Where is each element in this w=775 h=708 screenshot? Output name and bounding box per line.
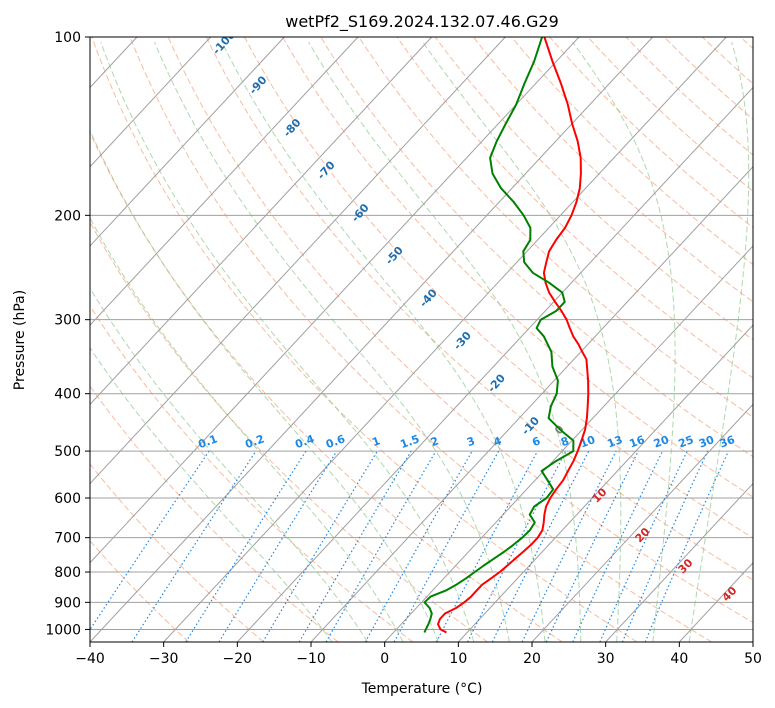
- mixing-ratio-label: 6: [531, 434, 543, 449]
- mixing-ratio-line: [393, 450, 500, 642]
- mixing-ratio-line: [218, 450, 338, 642]
- isotherm-line: [90, 37, 654, 642]
- mixing-ratio-label: 0.6: [324, 432, 347, 451]
- plot-frame: [89, 36, 754, 643]
- mixing-ratio-line: [131, 450, 257, 642]
- dry-adiabat-line: [205, 37, 753, 581]
- mixing-ratio-line: [185, 450, 307, 642]
- mixing-ratio-label: 13: [606, 433, 625, 450]
- y-tick-label: 600: [54, 491, 81, 507]
- y-tick-label: 100: [54, 30, 81, 46]
- mixing-ratio-label: 0.2: [243, 432, 266, 451]
- dry-adiabat-line: [129, 37, 712, 642]
- moist-adiabat-line: [100, 41, 475, 642]
- moist-adiabat-line: [154, 41, 510, 642]
- mixing-ratio-label: 0.4: [293, 432, 316, 451]
- moist-adiabat-line: [90, 287, 369, 642]
- dry-adiabat-line: [90, 131, 563, 642]
- mixing-ratio-label: 36: [718, 433, 737, 451]
- mixing-ratio-label: 30: [697, 433, 716, 451]
- x-tick-label: −10: [296, 651, 326, 667]
- sounding-profile-line: [423, 37, 575, 633]
- moist-adiabat-line: [90, 129, 439, 642]
- moist-adiabat-line: [221, 41, 546, 642]
- x-tick-label: 50: [744, 651, 762, 667]
- moist-adiabat-line: [90, 216, 404, 642]
- mixing-ratio-label: 3: [465, 434, 477, 449]
- x-tick-label: −30: [149, 651, 179, 667]
- dry-adiabat-line: [434, 37, 753, 341]
- isotherm-line: [531, 403, 753, 642]
- mixing-ratio-line: [644, 450, 729, 642]
- mixing-ratio-line: [521, 450, 617, 642]
- mixing-ratio-label: 1.5: [399, 432, 422, 451]
- x-tick-label: −20: [223, 651, 253, 667]
- x-tick-label: 40: [670, 651, 688, 667]
- isotherm-line: [90, 37, 506, 485]
- y-tick-label: 500: [54, 444, 81, 460]
- moist-adiabat-line: [90, 346, 333, 642]
- isotherm-line: [90, 37, 359, 326]
- dry-adiabat-line: [90, 463, 264, 642]
- y-tick-label: 800: [54, 565, 81, 581]
- mixing-ratio-label: 20: [652, 433, 671, 451]
- isotherm-line: [90, 37, 580, 564]
- y-tick-label: 300: [54, 313, 81, 329]
- mixing-ratio-line: [364, 450, 473, 642]
- y-tick-label: 200: [54, 208, 81, 224]
- mixing-ratio-label: 16: [628, 433, 647, 451]
- y-tick-label: 700: [54, 531, 81, 547]
- chart-title: wetPf2_S169.2024.132.07.46.G29: [285, 12, 559, 32]
- moist-adiabat-line: [422, 41, 622, 642]
- mixing-ratio-label: 2: [429, 434, 441, 449]
- sounding-profile-line: [437, 37, 590, 634]
- isotherm-line: [384, 245, 753, 642]
- x-axis-label: Temperature (°C): [361, 681, 483, 697]
- x-tick-label: 10: [449, 651, 467, 667]
- x-tick-label: −40: [75, 651, 105, 667]
- isotherm-line: [90, 37, 212, 168]
- dry-adiabat-line: [282, 37, 753, 498]
- isotherm-line: [163, 37, 727, 642]
- isotherm-line: [90, 37, 433, 406]
- y-tick-label: 400: [54, 387, 81, 403]
- y-tick-label: 900: [54, 595, 81, 611]
- mixing-ratio-line: [90, 450, 210, 631]
- mixing-ratio-label: 4: [492, 434, 504, 449]
- moist-adiabat-line: [572, 41, 676, 642]
- x-tick-label: 0: [380, 651, 389, 667]
- y-axis-label: Pressure (hPa): [12, 290, 28, 390]
- mixing-ratio-label: 8: [559, 434, 571, 449]
- y-tick-label: 1000: [45, 622, 81, 638]
- mixing-ratio-label: 0.1: [196, 432, 219, 451]
- x-tick-label: 30: [597, 651, 615, 667]
- isotherm-line: [310, 165, 753, 642]
- mixing-ratio-line: [621, 450, 709, 642]
- mixing-ratio-label: 1: [370, 434, 382, 449]
- plot-area: 0.1 0.2 0.4 0.6 1 1.5 2 3 4 6 8 10 13 16 20 25 30 36-100-…: [90, 37, 753, 642]
- moist-adiabat-line: [688, 41, 750, 642]
- dry-adiabat-line: [167, 37, 753, 624]
- axis-ticks: −40 −30 −20 −10 0 10 20 30 40 5010020030040050060…: [45, 30, 762, 667]
- isotherm-line: [457, 324, 753, 642]
- isotherm-line: [236, 86, 753, 642]
- isotherm-line: [605, 482, 753, 642]
- mixing-ratio-label: 25: [677, 433, 696, 450]
- isotherm-line: [90, 37, 285, 247]
- mixing-ratio-line: [491, 450, 590, 642]
- dry-adiabat-line: [90, 221, 488, 642]
- dry-adiabat-line: [320, 37, 753, 458]
- x-tick-label: 20: [523, 651, 541, 667]
- mixing-ratio-line: [599, 450, 688, 642]
- dry-adiabat-line: [358, 37, 753, 418]
- mixing-ratio-line: [435, 450, 539, 642]
- dry-adiabat-line: [91, 37, 638, 642]
